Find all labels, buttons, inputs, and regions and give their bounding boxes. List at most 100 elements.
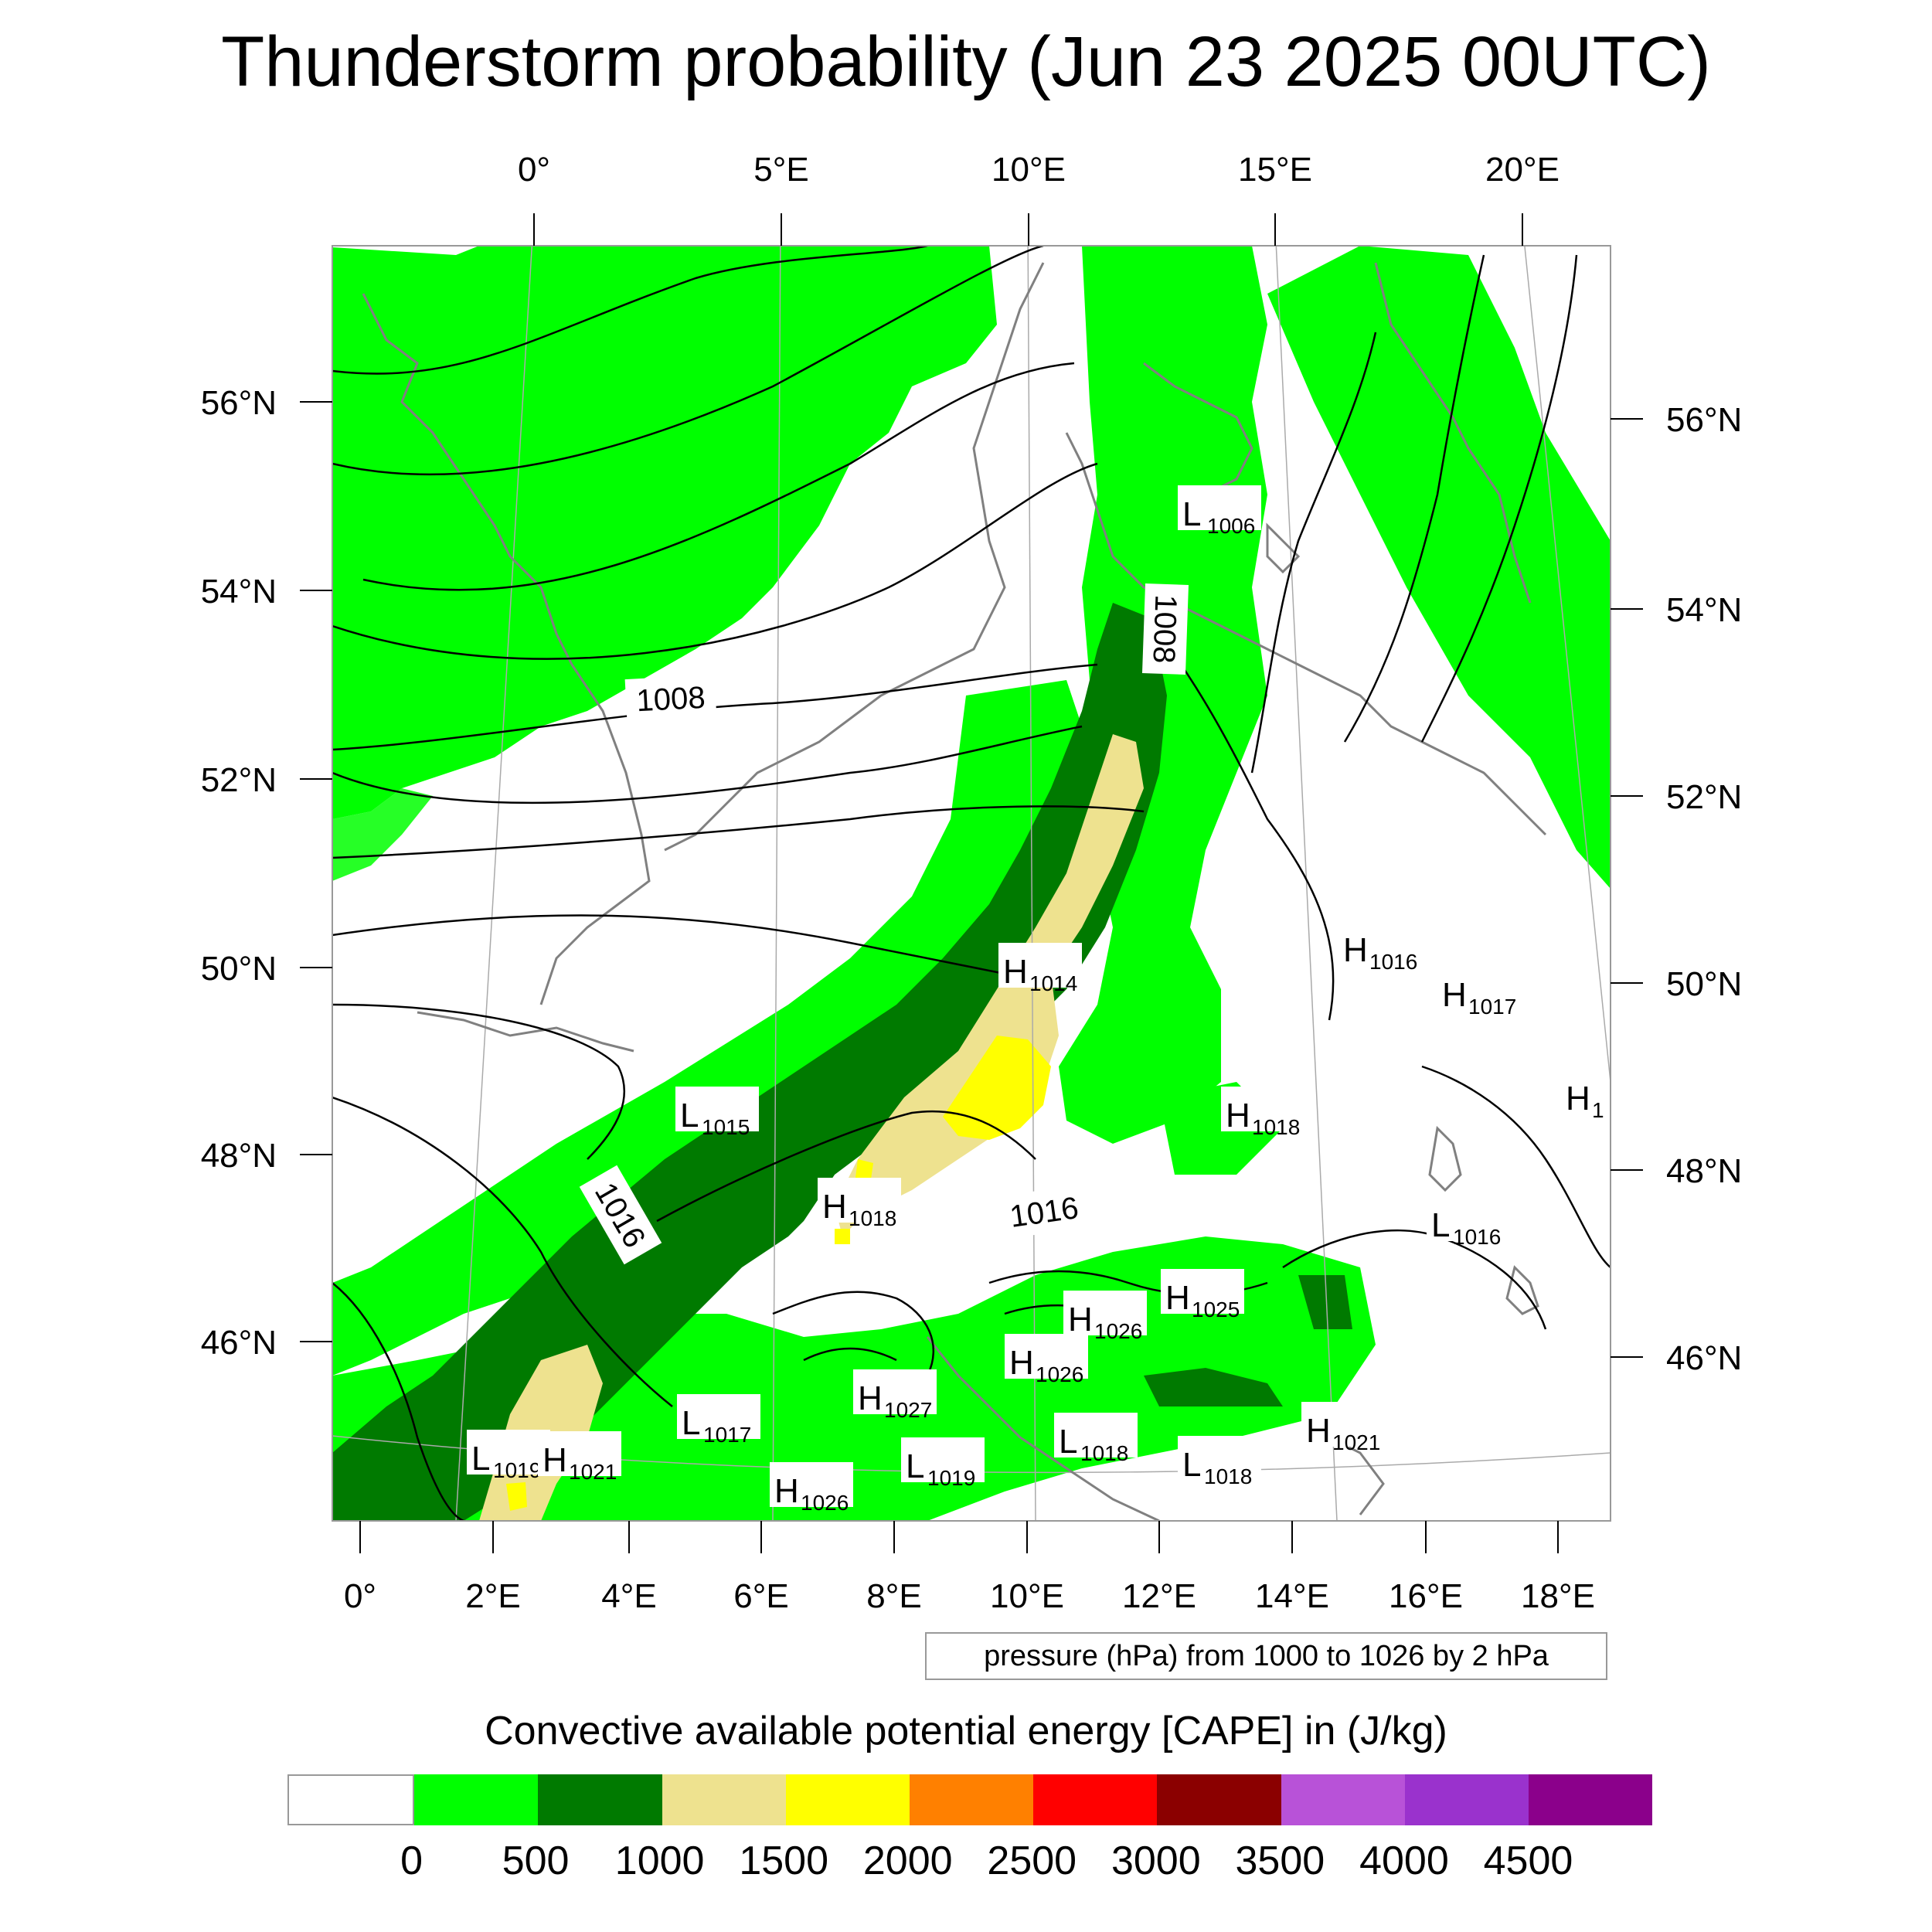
- colorbar-swatch: [1528, 1774, 1653, 1825]
- right-lat-label: 46°N: [1666, 1339, 1742, 1377]
- centre-value: 1018: [1080, 1441, 1128, 1465]
- left-lat-label: 52°N: [201, 761, 277, 799]
- right-lat-label: 56°N: [1666, 401, 1742, 439]
- left-lat-label: 46°N: [201, 1324, 277, 1362]
- centre-value: 1025: [1192, 1298, 1240, 1321]
- colorbar-swatch: [1033, 1774, 1158, 1825]
- colorbar-swatch: [909, 1774, 1034, 1825]
- colorbar-tick-label: 1000: [614, 1838, 705, 1883]
- left-axis: [300, 401, 332, 1342]
- centre-value: 1027: [884, 1398, 932, 1422]
- contour-labels: 1008 1008 1016 1016: [579, 583, 1189, 1265]
- colorbar-tick-label: 2500: [987, 1838, 1077, 1883]
- centre-value: 1026: [801, 1491, 849, 1515]
- bottom-lon-label: 18°E: [1521, 1577, 1595, 1615]
- right-lat-label: 52°N: [1666, 778, 1742, 816]
- centre-letter: H: [1003, 953, 1028, 991]
- colorbar-swatch: [1157, 1774, 1281, 1825]
- centre-value: 1021: [569, 1460, 617, 1484]
- colorbar-swatch: [538, 1774, 662, 1825]
- colorbar-tick-label: 3500: [1235, 1838, 1325, 1883]
- bottom-lon-label: 14°E: [1255, 1577, 1329, 1615]
- centre-letter: L: [471, 1440, 490, 1478]
- right-lat-label: 50°N: [1666, 965, 1742, 1003]
- centre-value: 1018: [1204, 1464, 1252, 1488]
- bottom-lon-label: 6°E: [733, 1577, 788, 1615]
- centre-letter: H: [1068, 1301, 1093, 1338]
- bottom-lon-label: 16°E: [1389, 1577, 1463, 1615]
- centre-letter: H: [822, 1188, 847, 1226]
- top-lon-label: 20°E: [1485, 151, 1560, 189]
- bottom-lon-label: 0°: [344, 1577, 376, 1615]
- map-title: Thunderstorm probability (Jun 23 2025 00…: [221, 22, 1711, 101]
- centre-letter: H: [1442, 976, 1467, 1014]
- contour-label: 1008: [1146, 594, 1182, 664]
- top-lon-label: 5°E: [753, 151, 808, 189]
- centre-letter: H: [1566, 1080, 1590, 1117]
- top-lon-label: 0°: [518, 151, 550, 189]
- top-lon-label: 15°E: [1238, 151, 1312, 189]
- centre-letter: H: [774, 1472, 799, 1510]
- centre-value: 1017: [1468, 995, 1516, 1019]
- bottom-lon-label: 2°E: [465, 1577, 520, 1615]
- centre-letter: L: [682, 1404, 700, 1442]
- cape-fill-500-1000: [332, 603, 1352, 1521]
- right-axis: [1611, 418, 1643, 1358]
- colorbar-swatch: [1404, 1774, 1529, 1825]
- map-plot-area: [332, 246, 1611, 1521]
- colorbar-labels: 0 500 1000 1500 2000 2500 3000 3500 4000 4500: [0, 1838, 1932, 1892]
- colorbar-tick-label: 3000: [1111, 1838, 1201, 1883]
- centre-letter: L: [1059, 1423, 1077, 1461]
- centre-value: 1019: [927, 1466, 975, 1490]
- contour-label: 1008: [635, 681, 706, 719]
- centre-value: 1016: [1369, 950, 1417, 974]
- centre-value: 1021: [1332, 1430, 1380, 1454]
- right-lat-label: 48°N: [1666, 1152, 1742, 1190]
- centre-value: 1006: [1207, 514, 1255, 538]
- colorbar-swatch: [785, 1774, 910, 1825]
- coastlines: [362, 262, 1547, 1521]
- pressure-note: pressure (hPa) from 1000 to 1026 by 2 hP…: [925, 1632, 1607, 1680]
- bottom-lon-label: 8°E: [866, 1577, 921, 1615]
- colorbar-swatch: [1281, 1774, 1405, 1825]
- left-lat-label: 54°N: [201, 573, 277, 611]
- centre-letter: H: [1306, 1412, 1331, 1450]
- centre-letter: L: [680, 1097, 699, 1134]
- centre-value: 1016: [1453, 1225, 1501, 1249]
- centre-letter: H: [543, 1441, 567, 1479]
- top-axis: [533, 213, 1523, 246]
- bottom-lon-label: 10°E: [990, 1577, 1064, 1615]
- centre-value: 1018: [849, 1206, 896, 1230]
- colorbar-tick-label: 2000: [862, 1838, 953, 1883]
- top-lon-label: 10°E: [992, 151, 1066, 189]
- centre-value: 1017: [703, 1423, 751, 1447]
- centre-value: 1: [1592, 1098, 1604, 1122]
- centre-value: 1014: [1029, 971, 1077, 995]
- bottom-axis: [359, 1521, 1559, 1553]
- centre-letter: H: [858, 1379, 883, 1417]
- centre-value: 1018: [1252, 1115, 1300, 1139]
- centre-letter: H: [1226, 1097, 1250, 1134]
- colorbar-swatch: [662, 1774, 786, 1825]
- colorbar: [287, 1774, 1653, 1825]
- centre-letter: L: [1182, 1446, 1201, 1484]
- bottom-lon-label: 12°E: [1122, 1577, 1196, 1615]
- colorbar-swatch: [414, 1774, 539, 1825]
- centre-letter: H: [1009, 1344, 1034, 1382]
- colorbar-swatch: [287, 1774, 415, 1825]
- centre-letter: H: [1165, 1279, 1190, 1317]
- centre-letter: L: [1431, 1206, 1450, 1244]
- colorbar-tick-label: 4000: [1359, 1838, 1449, 1883]
- centre-value: 1026: [1036, 1362, 1083, 1386]
- left-lat-label: 50°N: [201, 950, 277, 988]
- colorbar-tick-label: 1500: [739, 1838, 829, 1883]
- centre-value: 1026: [1094, 1319, 1142, 1343]
- left-lat-label: 56°N: [201, 384, 277, 422]
- centre-value: 1019: [493, 1458, 541, 1482]
- colorbar-tick-label: 4500: [1483, 1838, 1573, 1883]
- pressure-centres: L 1006 H 1014 H 1016 H 1017 H 1018 H 1018 L 101…: [467, 485, 1606, 1515]
- map-frame: [332, 245, 1611, 1522]
- centre-letter: L: [906, 1447, 924, 1485]
- left-lat-label: 48°N: [201, 1137, 277, 1175]
